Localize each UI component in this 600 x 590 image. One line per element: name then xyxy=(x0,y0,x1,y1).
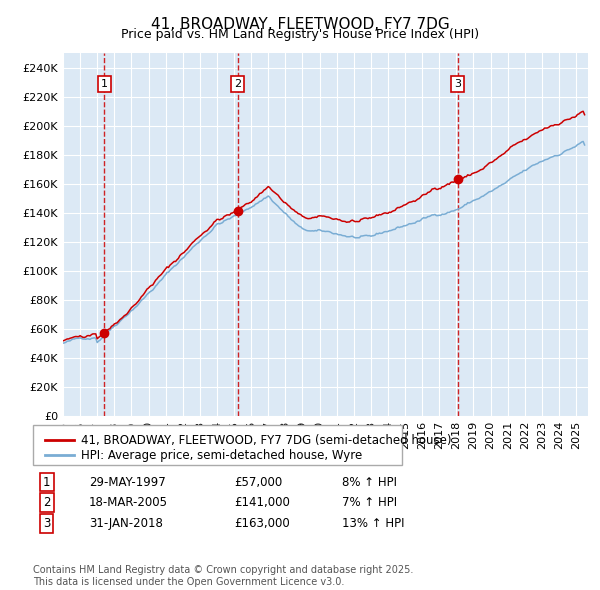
Text: 8% ↑ HPI: 8% ↑ HPI xyxy=(342,476,397,489)
Text: 41, BROADWAY, FLEETWOOD, FY7 7DG (semi-detached house): 41, BROADWAY, FLEETWOOD, FY7 7DG (semi-d… xyxy=(81,434,452,447)
Text: 1: 1 xyxy=(101,79,108,89)
Text: £141,000: £141,000 xyxy=(234,496,290,509)
Text: 41, BROADWAY, FLEETWOOD, FY7 7DG: 41, BROADWAY, FLEETWOOD, FY7 7DG xyxy=(151,17,449,31)
Text: 18-MAR-2005: 18-MAR-2005 xyxy=(89,496,168,509)
Text: HPI: Average price, semi-detached house, Wyre: HPI: Average price, semi-detached house,… xyxy=(81,449,362,462)
Text: 31-JAN-2018: 31-JAN-2018 xyxy=(89,517,163,530)
Text: Price paid vs. HM Land Registry's House Price Index (HPI): Price paid vs. HM Land Registry's House … xyxy=(121,28,479,41)
Text: £57,000: £57,000 xyxy=(234,476,282,489)
Text: 7% ↑ HPI: 7% ↑ HPI xyxy=(342,496,397,509)
Text: 2: 2 xyxy=(43,496,50,509)
Text: 3: 3 xyxy=(454,79,461,89)
Text: 29-MAY-1997: 29-MAY-1997 xyxy=(89,476,166,489)
Text: 1: 1 xyxy=(43,476,50,489)
Text: 2: 2 xyxy=(234,79,241,89)
Text: £163,000: £163,000 xyxy=(234,517,290,530)
Text: 13% ↑ HPI: 13% ↑ HPI xyxy=(342,517,404,530)
Text: 3: 3 xyxy=(43,517,50,530)
Text: Contains HM Land Registry data © Crown copyright and database right 2025.
This d: Contains HM Land Registry data © Crown c… xyxy=(33,565,413,587)
